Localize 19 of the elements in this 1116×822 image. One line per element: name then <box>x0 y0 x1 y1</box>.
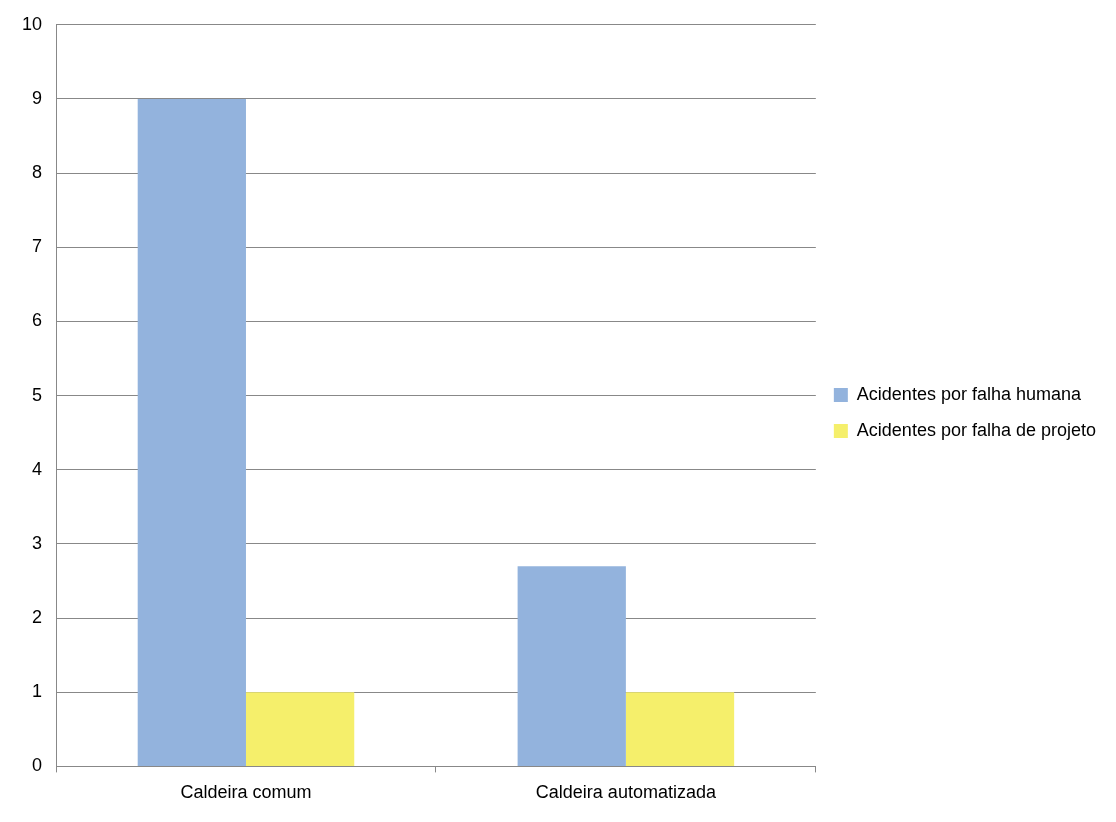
y-tick-label: 4 <box>32 458 43 479</box>
y-tick-label: 10 <box>21 13 43 34</box>
bar <box>517 566 626 766</box>
legend-label: Acidentes por falha humana <box>856 383 1082 404</box>
y-tick-label: 8 <box>32 162 43 183</box>
bar <box>137 98 246 766</box>
y-tick-label: 6 <box>32 310 43 331</box>
bar <box>625 692 735 766</box>
y-tick-label: 1 <box>32 681 43 702</box>
legend-label: Acidentes por falha de projeto <box>856 419 1097 440</box>
x-tick-label: Caldeira automatizada <box>535 782 717 803</box>
y-tick-label: 0 <box>32 755 43 776</box>
y-tick-label: 9 <box>32 87 43 108</box>
y-tick-label: 2 <box>32 607 43 628</box>
y-tick-label: 7 <box>32 236 43 257</box>
x-tick-label: Caldeira comum <box>180 782 312 803</box>
bar <box>245 692 355 766</box>
y-tick-label: 5 <box>32 384 43 405</box>
y-tick-label: 3 <box>32 532 43 553</box>
